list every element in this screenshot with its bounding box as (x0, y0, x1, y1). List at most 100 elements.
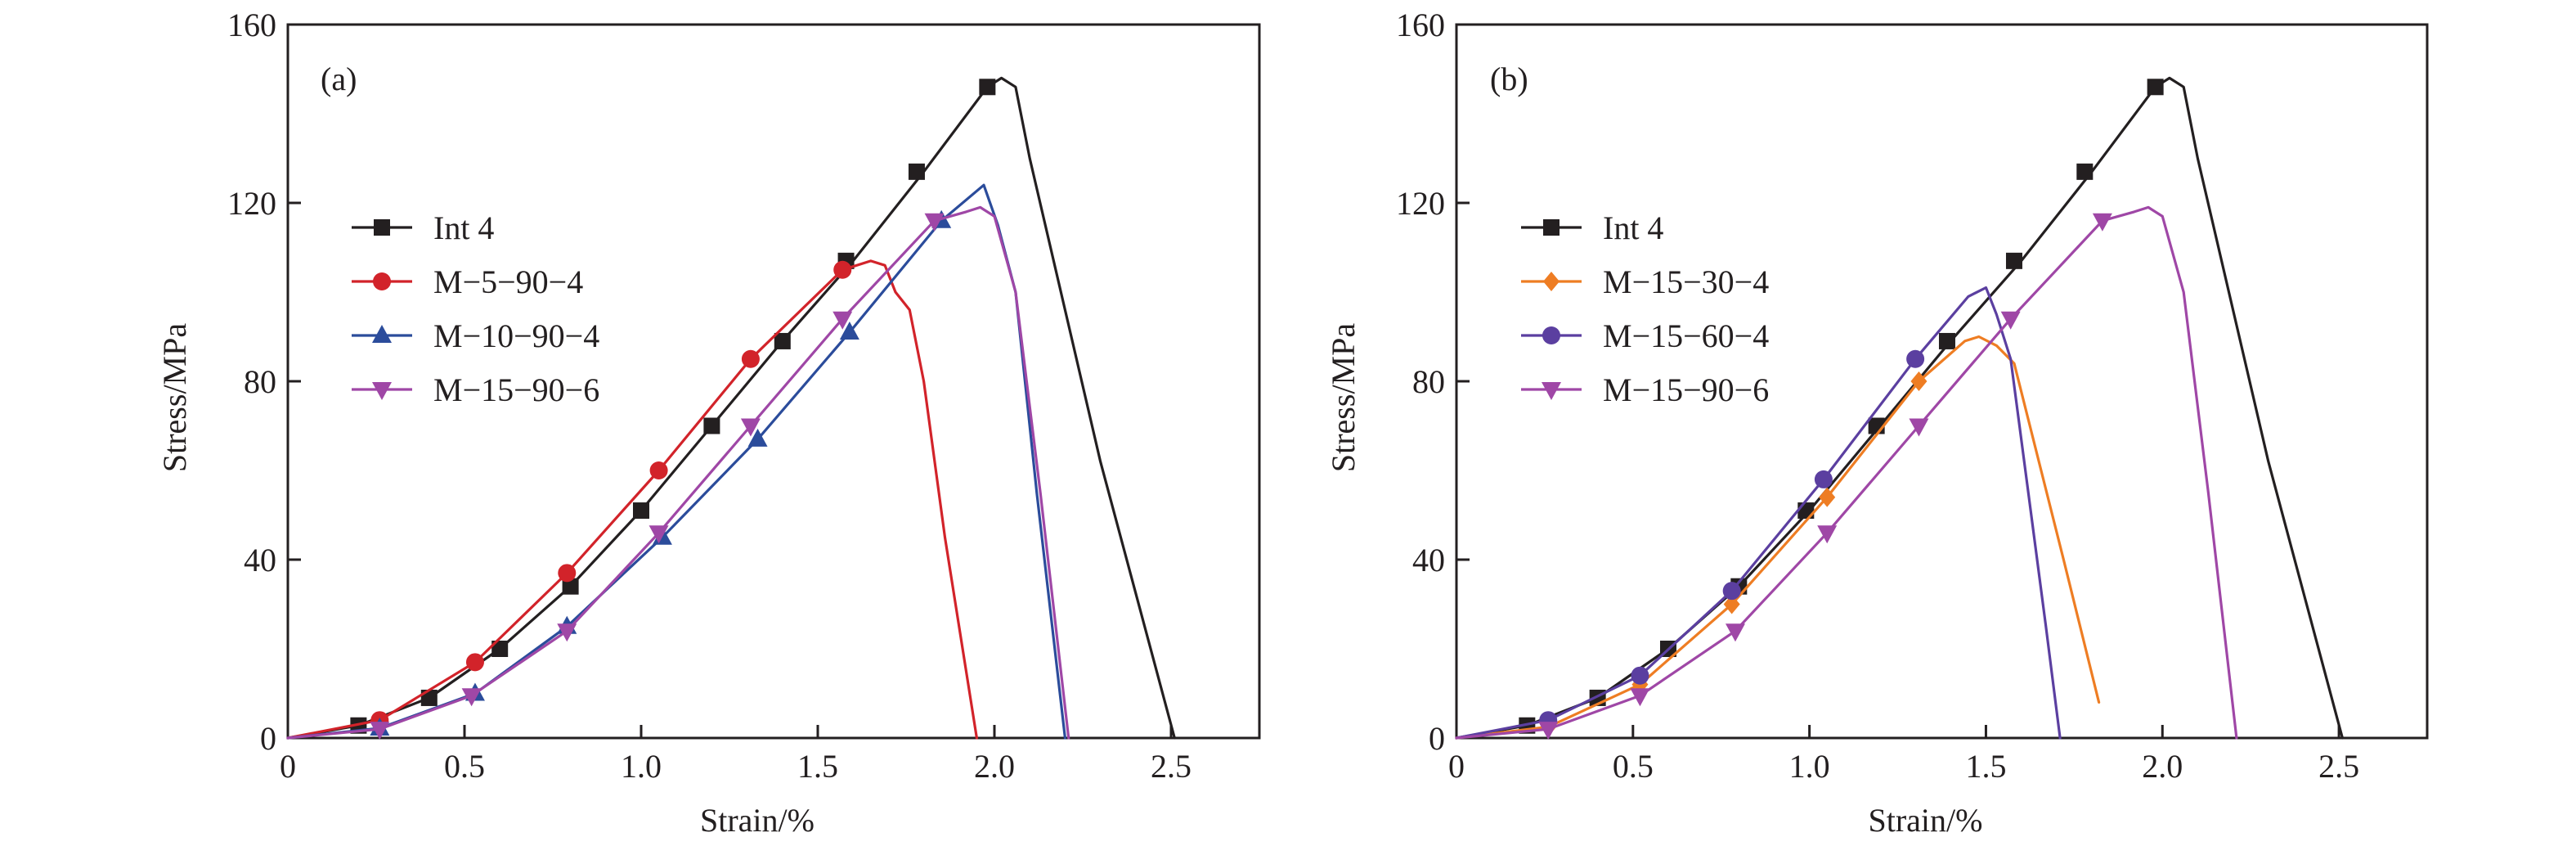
data-point (649, 461, 668, 479)
legend-item: M−15−60−4 (1521, 317, 1769, 354)
legend-item: M−5−90−4 (352, 263, 583, 300)
legend-item: M−15−30−4 (1521, 263, 1769, 300)
series-0 (1455, 76, 2344, 740)
panel-label: (b) (1490, 61, 1528, 97)
y-tick-label: 40 (1412, 542, 1445, 578)
data-point (1910, 371, 1928, 391)
data-point (461, 688, 482, 707)
y-tick-label: 0 (1429, 720, 1445, 757)
data-point (924, 213, 945, 232)
data-point (908, 163, 925, 180)
y-tick-label: 40 (244, 542, 276, 578)
x-tick-label: 2.0 (2142, 748, 2183, 785)
data-point (1938, 332, 1955, 349)
series-1 (286, 259, 979, 740)
data-point (1909, 418, 1929, 437)
data-point (774, 332, 791, 349)
series-line (286, 259, 979, 740)
data-point (2147, 79, 2164, 96)
legend-label: M−15−90−6 (1603, 371, 1769, 408)
x-tick-label: 0.5 (444, 748, 485, 785)
x-tick-label: 1.0 (621, 748, 662, 785)
data-point (740, 418, 761, 437)
series-line (1455, 286, 2062, 740)
data-point (839, 322, 859, 340)
legend-label: M−15−90−6 (433, 371, 599, 408)
y-tick-label: 120 (1396, 185, 1445, 222)
legend-item: Int 4 (1521, 209, 1663, 246)
data-point (491, 641, 509, 657)
legend-marker (372, 382, 392, 400)
x-tick-label: 1.0 (1789, 748, 1830, 785)
legend-marker (1542, 326, 1560, 344)
legend-item: M−10−90−4 (352, 317, 599, 354)
legend-marker (1543, 272, 1560, 291)
series-line (286, 205, 1070, 740)
series-line (1455, 76, 2344, 740)
data-point (747, 428, 768, 447)
data-point (1723, 594, 1740, 614)
data-point (2005, 252, 2022, 269)
data-point (633, 502, 649, 520)
legend-label: Int 4 (433, 209, 494, 246)
chart-panel-b: 0 0.5 1.0 1.5 2.0 2.5 0 40 80 120 160 Strain/% Stres… (1325, 7, 2429, 839)
data-point (2092, 213, 2112, 232)
legend-label: M−10−90−4 (433, 317, 599, 354)
legend-item: Int 4 (352, 209, 494, 246)
x-tick-label: 1.5 (1965, 748, 2006, 785)
legend-marker (373, 272, 391, 290)
legend-label: M−15−30−4 (1603, 263, 1769, 300)
data-point (370, 722, 390, 740)
data-point (833, 260, 852, 279)
legend-label: M−15−60−4 (1603, 317, 1769, 354)
y-tick-label: 0 (260, 720, 276, 757)
data-point (979, 79, 996, 96)
data-point (558, 564, 577, 583)
series-2 (286, 183, 1067, 740)
x-tick-label: 0 (280, 748, 296, 785)
data-point (1814, 470, 1833, 488)
y-tick-label: 80 (1412, 363, 1445, 400)
series-3 (1455, 205, 2238, 740)
y-tick-label: 160 (227, 7, 276, 43)
x-tick-label: 2.0 (974, 748, 1015, 785)
legend-label: M−5−90−4 (433, 263, 583, 300)
x-tick-label: 2.5 (1151, 748, 1192, 785)
series-line (286, 76, 1176, 740)
legend-marker (374, 219, 390, 236)
y-tick-label: 80 (244, 363, 276, 400)
data-point (1722, 582, 1741, 601)
data-point (1817, 525, 1838, 544)
data-point (1725, 623, 1745, 642)
legend-marker (372, 325, 392, 343)
data-point (465, 653, 484, 672)
x-tick-label: 1.5 (797, 748, 838, 785)
data-point (1538, 722, 1559, 740)
data-point (1906, 349, 1925, 368)
legend-marker (1543, 219, 1560, 236)
legend-label: Int 4 (1603, 209, 1663, 246)
y-tick-label: 120 (227, 185, 276, 222)
legend: Int 4 M−15−30−4 M−15−60−4 M−15−90−6 (1521, 209, 1769, 408)
y-axis-label: Stress/MPa (156, 323, 193, 472)
legend-item: M−15−90−6 (1521, 371, 1769, 408)
data-point (832, 311, 853, 330)
x-tick-label: 0.5 (1613, 748, 1654, 785)
data-point (648, 525, 669, 544)
data-point (1630, 688, 1650, 707)
panel-label: (a) (321, 61, 357, 97)
series-line (1455, 205, 2238, 740)
data-point (557, 623, 577, 642)
x-axis-label: Strain/% (1869, 802, 1983, 839)
y-tick-label: 160 (1396, 7, 1445, 43)
x-axis-label: Strain/% (700, 802, 815, 839)
data-point (1631, 666, 1649, 685)
data-point (1819, 487, 1836, 507)
data-point (562, 578, 579, 595)
series-0 (286, 76, 1176, 740)
y-axis-label: Stress/MPa (1325, 323, 1362, 472)
data-point (703, 417, 720, 434)
x-tick-label: 2.5 (2318, 748, 2359, 785)
legend-item: M−15−90−6 (352, 371, 599, 408)
